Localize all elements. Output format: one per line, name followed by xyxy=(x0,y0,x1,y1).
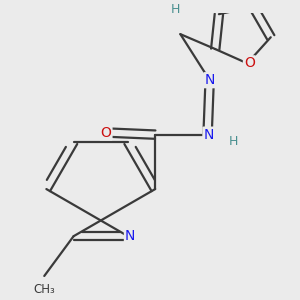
Text: N: N xyxy=(203,128,214,142)
Text: N: N xyxy=(125,229,135,243)
Text: H: H xyxy=(170,3,180,16)
Text: N: N xyxy=(205,73,215,87)
Text: H: H xyxy=(229,136,238,148)
Text: O: O xyxy=(244,56,255,70)
Text: O: O xyxy=(100,125,112,140)
Text: CH₃: CH₃ xyxy=(33,283,55,296)
